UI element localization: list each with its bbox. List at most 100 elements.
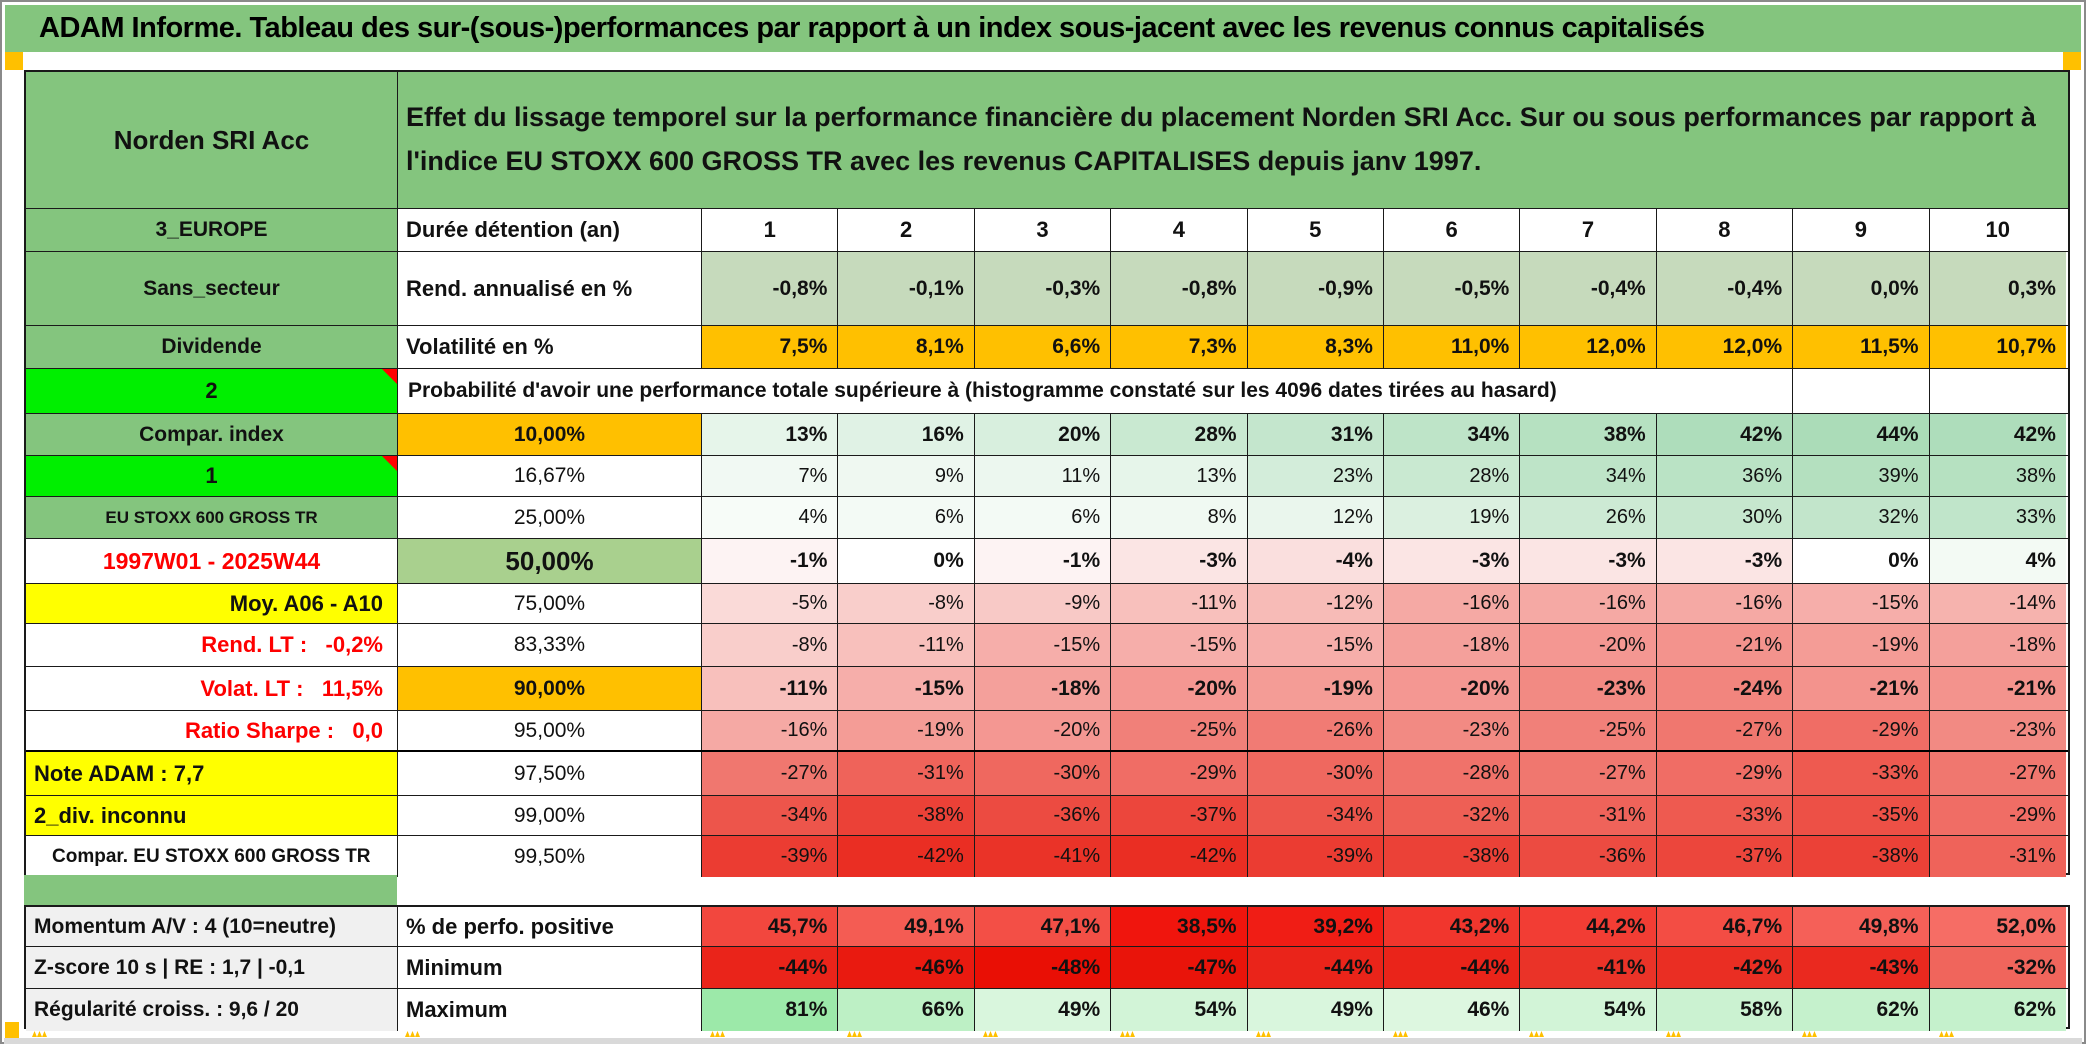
probability-data-cell[interactable]: 38% [1929, 456, 2066, 496]
probability-data-cell[interactable]: 4% [1929, 539, 2066, 583]
summary-data-cell[interactable]: 54% [1111, 989, 1248, 1031]
left-label-cell[interactable]: Compar. EU STOXX 600 GROSS TR [26, 836, 398, 877]
probability-data-cell[interactable]: -11% [838, 624, 975, 666]
probability-data-cell[interactable]: -5% [702, 584, 839, 623]
fund-name-cell[interactable]: Norden SRI Acc [26, 72, 398, 208]
summary-data-cell[interactable]: 39,2% [1247, 907, 1384, 946]
duration-cell[interactable]: 5 [1247, 209, 1384, 251]
summary-data-cell[interactable]: 81% [702, 989, 839, 1031]
summary-data-cell[interactable]: -44% [1247, 947, 1384, 988]
volatility-cell[interactable]: 10,7% [1929, 326, 2066, 368]
duration-cell[interactable]: 6 [1383, 209, 1521, 251]
probability-data-cell[interactable]: -41% [974, 836, 1112, 877]
summary-data-cell[interactable]: 58% [1656, 989, 1794, 1031]
summary-data-cell[interactable]: 46,7% [1656, 907, 1794, 946]
probability-threshold-cell[interactable]: 10,00% [398, 414, 702, 455]
summary-data-cell[interactable]: 38,5% [1111, 907, 1248, 946]
summary-data-cell[interactable]: -43% [1793, 947, 1930, 988]
probability-data-cell[interactable]: 12% [1247, 497, 1384, 538]
probability-data-cell[interactable]: -21% [1656, 624, 1794, 666]
left-label-cell[interactable]: Compar. index [26, 414, 398, 455]
probability-data-cell[interactable]: 42% [1656, 414, 1794, 455]
probability-data-cell[interactable]: -15% [974, 624, 1112, 666]
probability-data-cell[interactable]: -33% [1656, 796, 1794, 835]
probability-data-cell[interactable]: -29% [1793, 711, 1930, 750]
probability-data-cell[interactable]: -38% [838, 796, 975, 835]
probability-data-cell[interactable]: 11% [974, 456, 1112, 496]
probability-threshold-cell[interactable]: 50,00% [398, 539, 702, 583]
probability-threshold-cell[interactable]: 83,33% [398, 624, 702, 666]
probability-data-cell[interactable]: 26% [1520, 497, 1657, 538]
probability-threshold-cell[interactable]: 99,50% [398, 836, 702, 877]
probability-data-cell[interactable]: 33% [1929, 497, 2066, 538]
left-label-cell[interactable]: 3_EUROPE [26, 209, 398, 251]
probability-data-cell[interactable]: 13% [702, 414, 839, 455]
probability-threshold-cell[interactable]: 25,00% [398, 497, 702, 538]
probability-data-cell[interactable]: -27% [1520, 752, 1657, 795]
return-cell[interactable]: -0,3% [974, 252, 1112, 325]
probability-data-cell[interactable]: -25% [1111, 711, 1248, 750]
probability-data-cell[interactable]: -1% [702, 539, 839, 583]
left-label-cell[interactable]: 2 [26, 369, 398, 413]
volatility-cell[interactable]: 11,0% [1383, 326, 1521, 368]
left-label-cell[interactable]: Z-score 10 s | RE : 1,7 | -0,1 [26, 947, 398, 988]
probability-data-cell[interactable]: -16% [702, 711, 839, 750]
probability-data-cell[interactable]: 16% [838, 414, 975, 455]
probability-data-cell[interactable]: 34% [1383, 414, 1521, 455]
duration-cell[interactable]: 7 [1520, 209, 1657, 251]
probability-data-cell[interactable]: -33% [1793, 752, 1930, 795]
probability-data-cell[interactable]: -16% [1656, 584, 1794, 623]
probability-data-cell[interactable]: -39% [1247, 836, 1384, 877]
probability-data-cell[interactable]: -8% [838, 584, 975, 623]
probability-banner-cell[interactable]: Probabilité d'avoir une performance tota… [398, 369, 1794, 413]
probability-threshold-cell[interactable]: 97,50% [398, 752, 702, 795]
return-cell[interactable]: -0,8% [702, 252, 839, 325]
probability-data-cell[interactable]: -11% [1111, 584, 1248, 623]
probability-data-cell[interactable]: -15% [1111, 624, 1248, 666]
summary-data-cell[interactable]: -46% [838, 947, 975, 988]
probability-data-cell[interactable]: 36% [1656, 456, 1794, 496]
probability-data-cell[interactable]: -15% [838, 667, 975, 710]
probability-threshold-cell[interactable]: 95,00% [398, 711, 702, 750]
left-label-cell[interactable]: 2_div. inconnu [26, 796, 398, 835]
summary-data-cell[interactable]: 45,7% [702, 907, 839, 946]
probability-data-cell[interactable]: -20% [974, 711, 1112, 750]
duration-cell[interactable]: 10 [1929, 209, 2066, 251]
probability-data-cell[interactable]: -42% [1111, 836, 1248, 877]
probability-data-cell[interactable]: -15% [1793, 584, 1930, 623]
probability-threshold-cell[interactable]: 75,00% [398, 584, 702, 623]
volatility-cell[interactable]: 12,0% [1520, 326, 1657, 368]
summary-label-cell[interactable]: Minimum [398, 947, 702, 988]
summary-data-cell[interactable]: 66% [838, 989, 975, 1031]
probability-data-cell[interactable]: -23% [1383, 711, 1521, 750]
probability-data-cell[interactable]: -19% [838, 711, 975, 750]
return-cell[interactable]: -0,8% [1111, 252, 1248, 325]
probability-data-cell[interactable]: 6% [974, 497, 1112, 538]
return-cell[interactable]: 0,3% [1929, 252, 2066, 325]
probability-data-cell[interactable]: -27% [1929, 752, 2066, 795]
probability-data-cell[interactable]: -18% [974, 667, 1112, 710]
left-label-cell[interactable]: Rend. LT : -0,2% [26, 624, 398, 666]
row-label-cell[interactable]: Volatilité en % [398, 326, 702, 368]
duration-cell[interactable]: 1 [702, 209, 839, 251]
probability-threshold-cell[interactable]: 99,00% [398, 796, 702, 835]
row-label-cell[interactable]: Rend. annualisé en % [398, 252, 702, 325]
empty-cell[interactable] [1793, 369, 1930, 413]
probability-data-cell[interactable]: -20% [1111, 667, 1248, 710]
probability-data-cell[interactable]: -30% [1247, 752, 1384, 795]
return-cell[interactable]: -0,4% [1520, 252, 1657, 325]
summary-data-cell[interactable]: 62% [1793, 989, 1930, 1031]
probability-data-cell[interactable]: -20% [1520, 624, 1657, 666]
probability-data-cell[interactable]: 13% [1111, 456, 1248, 496]
summary-data-cell[interactable]: 52,0% [1929, 907, 2066, 946]
probability-data-cell[interactable]: -20% [1383, 667, 1521, 710]
probability-data-cell[interactable]: -25% [1520, 711, 1657, 750]
summary-data-cell[interactable]: -44% [702, 947, 839, 988]
summary-label-cell[interactable]: % de perfo. positive [398, 907, 702, 946]
probability-data-cell[interactable]: 28% [1111, 414, 1248, 455]
probability-data-cell[interactable]: -12% [1247, 584, 1384, 623]
return-cell[interactable]: -0,5% [1383, 252, 1521, 325]
probability-data-cell[interactable]: 4% [702, 497, 839, 538]
volatility-cell[interactable]: 12,0% [1656, 326, 1794, 368]
probability-data-cell[interactable]: -14% [1929, 584, 2066, 623]
